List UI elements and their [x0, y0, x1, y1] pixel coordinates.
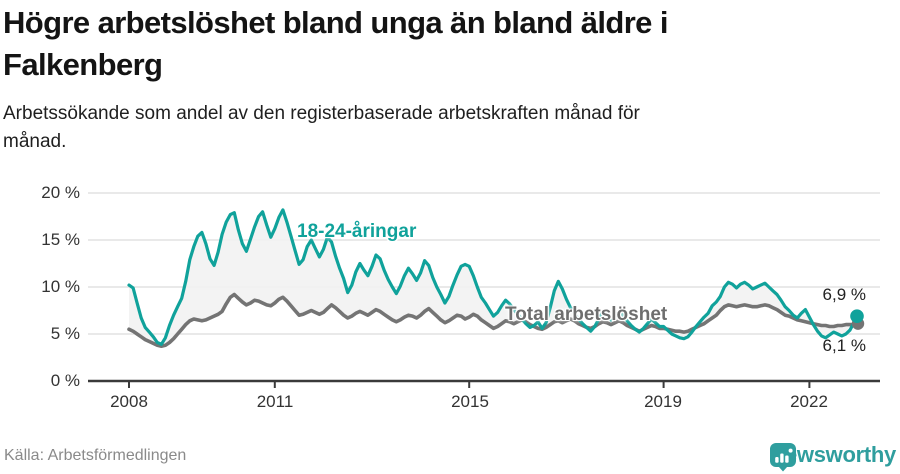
x-axis-label: 2019 — [644, 392, 682, 411]
source-note: Källa: Arbetsförmedlingen — [4, 447, 187, 464]
series-label-young: 18-24-åringar — [297, 221, 417, 242]
y-axis-label: 10 % — [41, 277, 80, 296]
x-axis-label: 2015 — [451, 392, 489, 411]
chart-bubble-icon — [770, 443, 797, 472]
x-axis-label: 2011 — [256, 392, 294, 411]
y-axis-label: 5 % — [50, 324, 80, 343]
x-axis-label: 2022 — [790, 392, 828, 411]
page-subtitle: Arbetssökande som andel av den registerb… — [3, 103, 640, 152]
y-axis-label: 20 % — [41, 183, 80, 202]
series-band — [129, 209, 858, 347]
page-title: Högre arbetslöshet bland unga än bland ä… — [3, 5, 668, 82]
y-axis-label: 0 % — [50, 371, 80, 390]
line-total — [127, 292, 860, 349]
end-value-young: 6,9 % — [822, 285, 866, 304]
line-young — [127, 208, 860, 346]
x-axis-label: 2008 — [110, 392, 148, 411]
series-label-total: Total arbetslöshet — [505, 304, 668, 325]
y-axis-label: 15 % — [41, 230, 80, 249]
end-value-total: 6,1 % — [822, 336, 866, 355]
end-dot-young — [850, 309, 864, 323]
newsworthy-logo: Newsworthy — [769, 442, 896, 472]
